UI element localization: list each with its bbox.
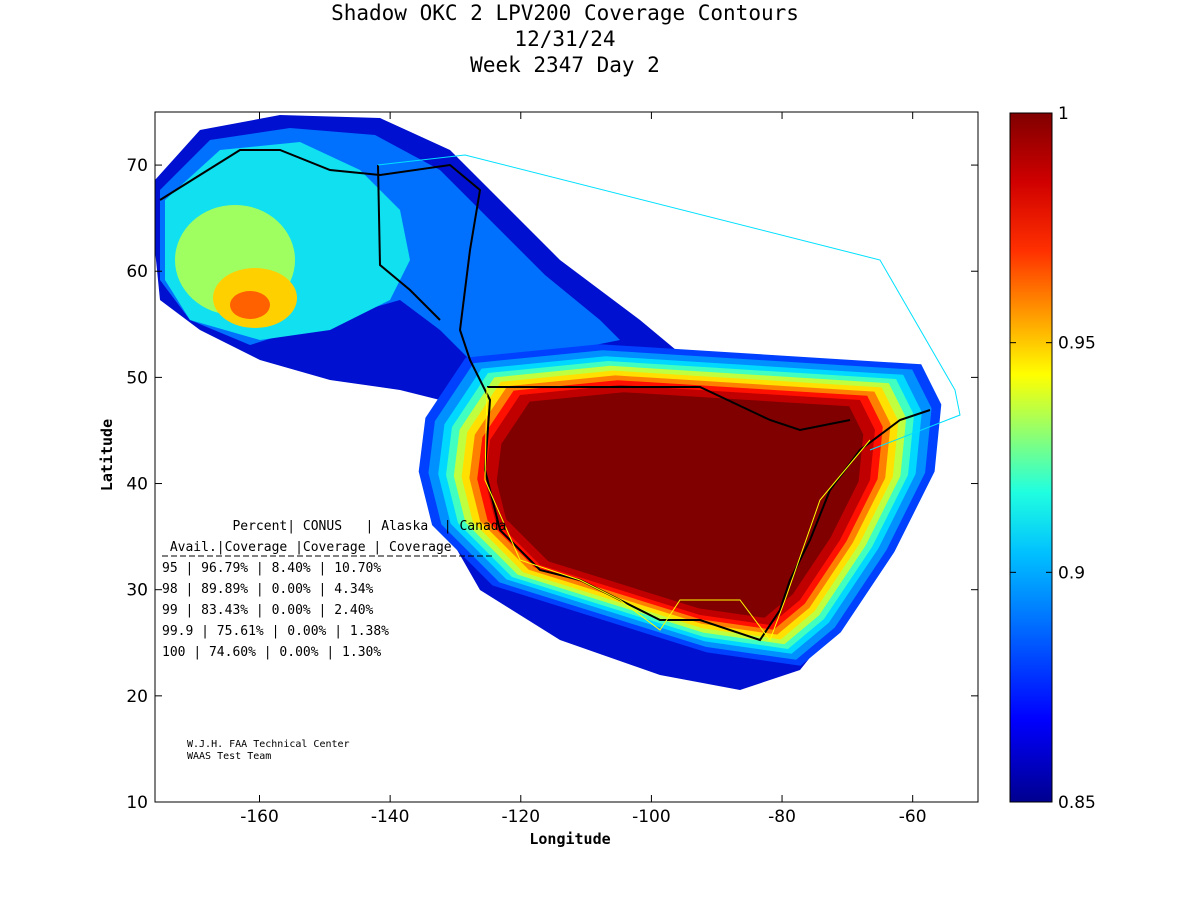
- colorbar-tick-label: 0.95: [1058, 334, 1096, 354]
- coverage-table: Percent| CONUS | Alaska | Canada Avail.|…: [162, 519, 506, 660]
- credit-line-1: W.J.H. FAA Technical Center: [187, 739, 350, 750]
- y-tick-label: 60: [126, 262, 148, 282]
- x-tick-label: -80: [768, 807, 796, 827]
- x-tick-label: -100: [632, 807, 671, 827]
- alaska-border: [377, 164, 441, 321]
- y-tick-label: 20: [126, 687, 148, 707]
- colorbar: [1009, 112, 1053, 803]
- y-tick-label: 10: [126, 793, 148, 813]
- x-tick-label: -120: [501, 807, 540, 827]
- y-axis: 10 20 30 40 50 60 70: [126, 156, 978, 813]
- conus-boundary: [484, 386, 871, 642]
- colorbar-tick-label: 0.85: [1058, 793, 1096, 813]
- conus-contours: [418, 344, 942, 666]
- table-row: 95 | 96.79% | 8.40% | 10.70%: [162, 561, 381, 576]
- contour-0.97: [230, 291, 270, 319]
- x-tick-label: -160: [240, 807, 279, 827]
- title-line-1: Shadow OKC 2 LPV200 Coverage Contours: [331, 1, 799, 25]
- y-axis-label: Latitude: [98, 419, 116, 491]
- table-row: 100 | 74.60% | 0.00% | 1.30%: [162, 645, 381, 660]
- colorbar-tick-label: 1: [1058, 104, 1069, 124]
- x-tick-label: -140: [371, 807, 410, 827]
- fir-boundary: [377, 154, 961, 451]
- us-canada-border: [487, 386, 851, 432]
- y-tick-label: 50: [126, 368, 148, 388]
- y-tick-label: 70: [126, 156, 148, 176]
- conus-contour-band: [496, 392, 864, 618]
- table-header-1: Percent| CONUS | Alaska | Canada: [162, 519, 506, 534]
- plot-frame: [154, 111, 979, 803]
- y-tick-label: 40: [126, 475, 148, 495]
- colorbar-tick-label: 0.9: [1058, 563, 1085, 583]
- title-line-3: Week 2347 Day 2: [470, 53, 660, 77]
- table-row: 99.9 | 75.61% | 0.00% | 1.38%: [162, 624, 389, 639]
- table-row: 98 | 89.89% | 0.00% | 4.34%: [162, 582, 374, 597]
- credit-line-2: WAAS Test Team: [187, 751, 271, 762]
- title-line-2: 12/31/24: [514, 27, 616, 51]
- coverage-contours: [155, 115, 961, 690]
- colorbar-ticks: 0.85 0.9 0.95 1: [1010, 104, 1096, 813]
- coastline: [159, 149, 931, 642]
- table-header-2: Avail.|Coverage |Coverage | Coverage: [162, 540, 452, 555]
- x-axis: -160 -140 -120 -100 -80 -60: [240, 112, 927, 827]
- y-tick-label: 30: [126, 581, 148, 601]
- x-tick-label: -60: [899, 807, 927, 827]
- x-axis-label: Longitude: [529, 830, 610, 848]
- table-row: 99 | 83.43% | 0.00% | 2.40%: [162, 603, 374, 618]
